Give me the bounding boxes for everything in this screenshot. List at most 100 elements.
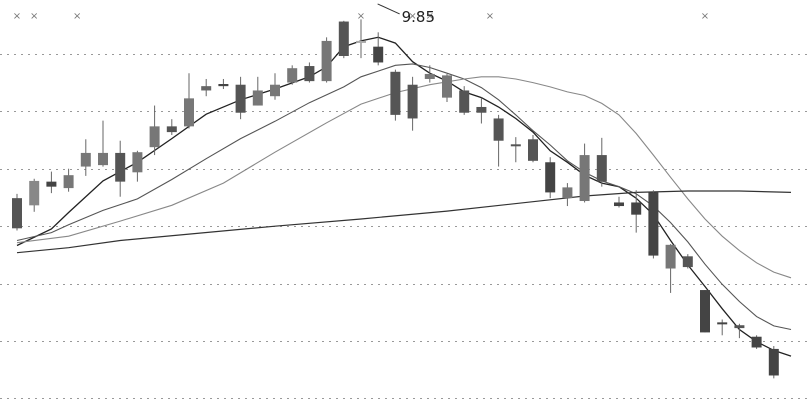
candle (46, 171, 57, 194)
candle-body (235, 84, 246, 113)
candle-body (407, 84, 418, 119)
candle (734, 323, 745, 339)
candle-body (751, 336, 762, 348)
candle-body (149, 126, 160, 148)
candle (270, 73, 280, 100)
top-mark: × (486, 11, 494, 22)
candle-body (321, 40, 332, 82)
candle-body (510, 144, 521, 147)
candle (665, 244, 676, 293)
candle (768, 346, 779, 379)
candle (562, 183, 573, 207)
candle (700, 290, 710, 333)
candle (493, 114, 504, 167)
top-mark: × (73, 11, 81, 22)
candle-body (562, 187, 573, 199)
top-mark: × (701, 11, 709, 22)
candle (459, 86, 470, 115)
candle (12, 193, 22, 231)
top-marks: × × × × × × × × (13, 11, 709, 22)
candle-body (545, 162, 556, 193)
candle-body (493, 118, 504, 141)
series-line (16, 63, 792, 331)
candle-body (596, 155, 607, 182)
candle (287, 65, 298, 85)
top-mark: × (30, 11, 38, 22)
candle-body (648, 192, 659, 256)
candle (682, 254, 693, 269)
candle (424, 65, 435, 83)
candle-body (631, 202, 642, 215)
candle (717, 319, 728, 336)
candle (442, 73, 452, 102)
candle-body (579, 155, 590, 202)
series-line (16, 190, 792, 254)
candle (751, 335, 762, 349)
candle-body (682, 256, 693, 268)
candle-body (270, 84, 280, 97)
candle-body (218, 84, 229, 87)
candle (614, 196, 624, 208)
candle-body (166, 126, 177, 133)
top-mark: × (13, 11, 21, 22)
candle (184, 73, 194, 129)
candle (338, 20, 349, 59)
candle (218, 78, 229, 90)
candle (80, 139, 91, 176)
candle-body (768, 348, 779, 376)
candle-body (459, 90, 470, 113)
candle-body (424, 73, 435, 79)
top-mark: × (426, 11, 434, 22)
grid-lines (0, 54, 809, 399)
series-line (16, 36, 792, 357)
top-mark: × (357, 11, 365, 22)
candle-body (356, 40, 366, 43)
candle (528, 134, 538, 163)
series-line (16, 76, 792, 279)
candle-body (184, 98, 194, 127)
candle (98, 120, 108, 167)
candle (579, 143, 590, 203)
candle-body (476, 106, 487, 113)
candle-body (390, 71, 401, 115)
candle-body (528, 139, 538, 161)
candle-body (304, 66, 315, 82)
candle (356, 19, 366, 59)
candle (648, 190, 659, 259)
candle-body (734, 325, 745, 329)
candle (149, 105, 160, 156)
candle (510, 137, 521, 163)
candle-body (132, 152, 143, 173)
candle (545, 157, 556, 199)
candle-body (201, 86, 212, 91)
candle (115, 140, 126, 197)
candle-body (373, 46, 384, 63)
annotation-leader-line (377, 3, 400, 15)
candle-body (717, 322, 728, 325)
candle-body (115, 152, 126, 182)
candle (631, 190, 642, 233)
price-annotation: 9.85 (377, 3, 435, 26)
candle (29, 178, 40, 212)
candle-body (98, 152, 108, 166)
candle (321, 37, 332, 83)
candle (373, 32, 384, 66)
candle-body (614, 202, 624, 207)
candle (390, 69, 401, 121)
candle-body (252, 90, 263, 106)
candle-body (338, 21, 349, 57)
candle (596, 137, 607, 187)
annotation-label: 9.85 (402, 8, 435, 26)
candle-body (287, 68, 298, 83)
candles (12, 19, 779, 379)
candle (235, 76, 246, 120)
candle (132, 150, 143, 182)
candle-body (46, 181, 57, 187)
candle (252, 76, 263, 106)
candle-body (12, 198, 22, 229)
candle (304, 62, 315, 83)
candle (407, 76, 418, 131)
candle-body (80, 152, 91, 167)
candle-body (442, 75, 452, 98)
